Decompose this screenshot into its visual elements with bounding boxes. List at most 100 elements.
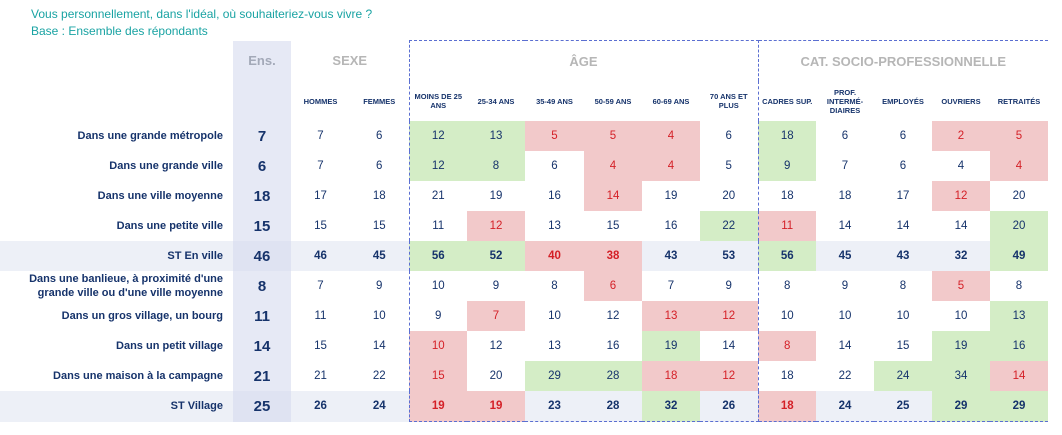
- column-header: OUVRIERS: [941, 96, 981, 106]
- ens-value: 8: [233, 271, 291, 301]
- group-header-row: Ens. SEXE ÂGE CAT. SOCIO-PROFESSIONNELLE: [0, 40, 1048, 81]
- value-cell: 4: [642, 121, 700, 151]
- row-label: ST Village: [0, 391, 233, 422]
- value-cell: 14: [896, 220, 910, 232]
- value-cell: 18: [757, 121, 816, 151]
- value-cell: 29: [990, 391, 1048, 422]
- table-row: Dans une maison à la campagne 21 21 22 15 20 2…: [0, 361, 1048, 391]
- value-cell: 14: [700, 331, 759, 361]
- value-cell: 10: [408, 271, 467, 301]
- row-label: Dans une petite ville: [116, 220, 223, 232]
- value-cell: 8: [757, 331, 816, 361]
- value-cell: 18: [642, 361, 700, 391]
- ens-value: 14: [233, 331, 291, 361]
- value-cell: 5: [990, 121, 1048, 151]
- table-row: Dans un petit village 14 15 14 10 12 13 16 19 14 8…: [0, 331, 1048, 361]
- value-cell: 18: [757, 181, 816, 211]
- ens-value: 46: [233, 241, 291, 271]
- table-row: Dans une petite ville 15 15 15 11 12 13 15 16 22 1…: [0, 211, 1048, 241]
- value-cell: 15: [314, 340, 327, 352]
- value-cell: 32: [932, 241, 990, 271]
- ens-column-header: [233, 81, 291, 121]
- value-cell: 22: [372, 370, 386, 382]
- table-row: Dans une banlieue, à proximité d'une gra…: [0, 271, 1048, 301]
- value-cell: 6: [700, 121, 759, 151]
- value-cell: 17: [896, 190, 910, 202]
- value-cell: 10: [757, 301, 816, 331]
- value-cell: 22: [700, 211, 759, 241]
- ens-value: 25: [233, 391, 291, 422]
- value-cell: 8: [467, 151, 525, 181]
- value-cell: 17: [314, 190, 327, 202]
- value-cell: 21: [408, 181, 467, 211]
- value-cell: 16: [548, 190, 561, 202]
- table-row: Dans une grande ville 6 7 6 12 8 6 4 4 5 9 7 6 4 4: [0, 151, 1048, 181]
- value-cell: 7: [317, 280, 324, 292]
- value-cell: 15: [372, 220, 386, 232]
- value-cell: 10: [408, 331, 467, 361]
- column-header: RETRAITÉS: [997, 96, 1041, 106]
- value-cell: 22: [838, 370, 852, 382]
- value-cell: 14: [372, 340, 386, 352]
- row-label: ST En ville: [0, 241, 233, 271]
- value-cell: 15: [606, 220, 620, 232]
- value-cell: 43: [642, 241, 700, 271]
- ens-value: 7: [233, 121, 291, 151]
- value-cell: 13: [642, 301, 700, 331]
- value-cell: 5: [584, 121, 642, 151]
- value-cell: 29: [525, 361, 584, 391]
- value-cell: 14: [838, 340, 852, 352]
- value-cell: 18: [757, 391, 816, 422]
- column-header: EMPLOYÉS: [882, 96, 924, 106]
- column-header: FEMMES: [363, 96, 396, 106]
- value-cell: 6: [584, 271, 642, 301]
- value-cell: 12: [489, 340, 503, 352]
- value-cell: 5: [525, 121, 584, 151]
- value-cell: 14: [954, 220, 968, 232]
- group-sexe: SEXE: [332, 53, 368, 69]
- value-cell: 11: [408, 211, 467, 241]
- value-cell: 12: [700, 361, 759, 391]
- value-cell: 25: [874, 391, 932, 422]
- value-cell: 9: [376, 280, 383, 292]
- column-header: PROF. INTERMÉ-DIAIRES: [826, 87, 864, 115]
- value-cell: 10: [896, 310, 910, 322]
- value-cell: 9: [841, 280, 849, 292]
- value-cell: 12: [467, 211, 525, 241]
- value-cell: 45: [350, 241, 409, 271]
- value-cell: 53: [700, 241, 759, 271]
- value-cell: 14: [990, 361, 1048, 391]
- table-row: Dans un gros village, un bourg 11 11 10 9 7 10…: [0, 301, 1048, 331]
- value-cell: 14: [838, 220, 852, 232]
- header: Vous personnellement, dans l'idéal, où s…: [31, 6, 372, 40]
- value-cell: 6: [899, 160, 907, 172]
- column-header: 70 ANS ET PLUS: [700, 81, 759, 121]
- value-cell: 7: [317, 160, 324, 172]
- value-cell: 6: [376, 130, 383, 142]
- value-cell: 20: [1012, 190, 1026, 202]
- value-cell: 4: [642, 151, 700, 181]
- value-cell: 56: [408, 241, 467, 271]
- value-cell: 19: [932, 331, 990, 361]
- value-cell: 15: [408, 361, 467, 391]
- value-cell: 10: [838, 310, 852, 322]
- group-age: ÂGE: [408, 40, 759, 81]
- row-label: Dans un gros village, un bourg: [61, 310, 223, 322]
- value-cell: 28: [584, 391, 642, 422]
- value-cell: 11: [757, 211, 816, 241]
- value-cell: 11: [314, 310, 327, 322]
- row-label: Dans une banlieue, à proximité d'une gra…: [29, 273, 223, 299]
- ens-value: 11: [233, 301, 291, 331]
- results-table: Ens. SEXE ÂGE CAT. SOCIO-PROFESSIONNELLE…: [0, 40, 1048, 422]
- value-cell: 19: [408, 391, 467, 422]
- value-cell: 24: [874, 361, 932, 391]
- value-cell: 13: [548, 340, 561, 352]
- column-header: MOINS DE 25 ANS: [408, 81, 467, 121]
- value-cell: 15: [314, 220, 327, 232]
- base-text: Base : Ensemble des répondants: [31, 24, 208, 38]
- value-cell: 12: [408, 151, 467, 181]
- value-cell: 12: [932, 181, 990, 211]
- value-cell: 43: [874, 241, 932, 271]
- value-cell: 7: [467, 301, 525, 331]
- subtotal-row: ST Village 25 26 24 19 19 23 28 32 26 18 24 25 29 29: [0, 391, 1048, 422]
